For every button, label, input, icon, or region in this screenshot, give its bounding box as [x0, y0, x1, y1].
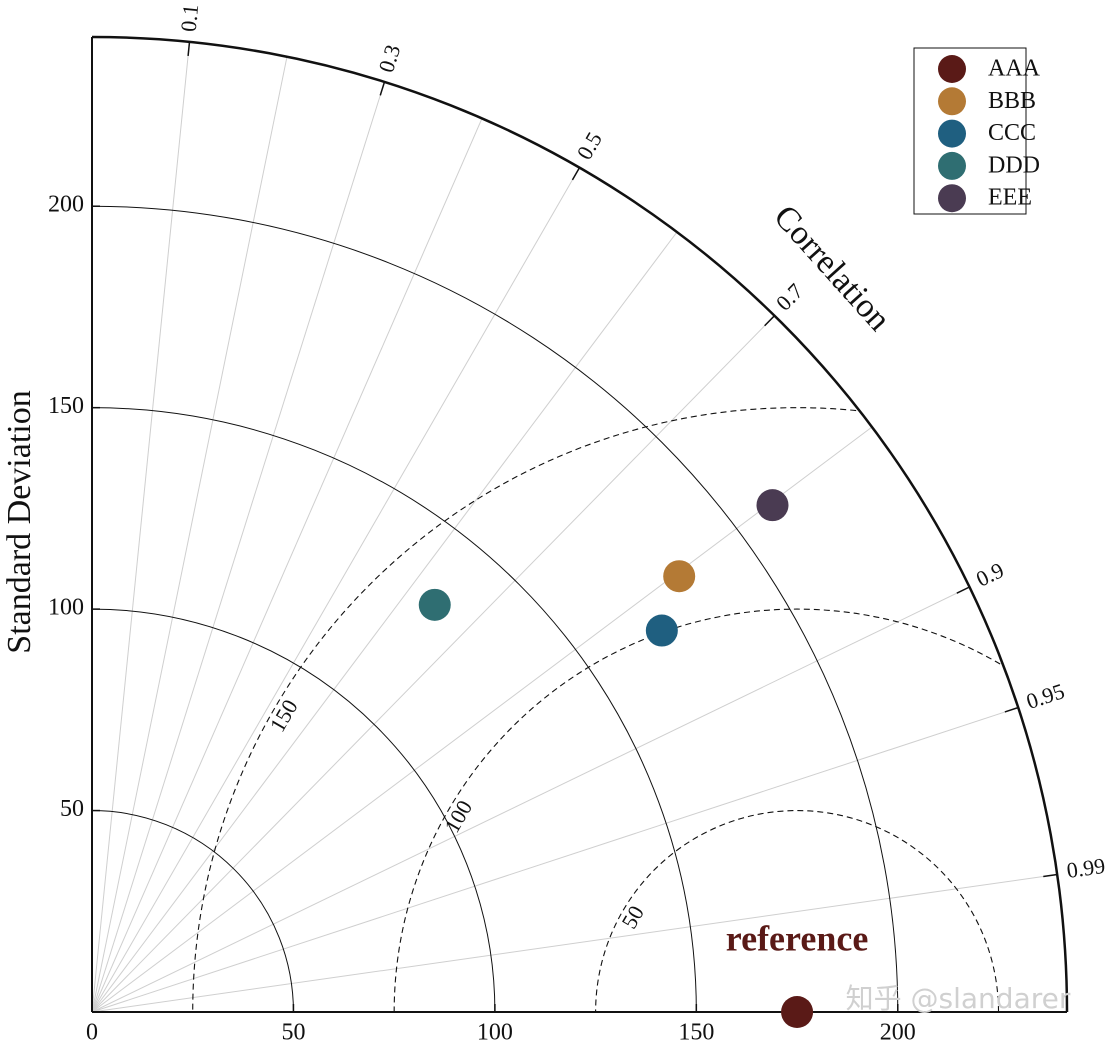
- corr-grid-line: [91, 231, 678, 1013]
- data-point: [781, 996, 814, 1028]
- legend-label: EEE: [988, 185, 1032, 211]
- legend-marker: [938, 151, 966, 180]
- corr-tick-label: 0.7: [771, 278, 808, 315]
- std-arc: [91, 407, 697, 1013]
- data-point: [645, 614, 678, 647]
- watermark: 知乎 @slandarer: [846, 982, 1071, 1015]
- std-arc: [91, 810, 294, 1013]
- corr-grid-line: [91, 56, 288, 1013]
- reference-label: reference: [726, 918, 869, 958]
- legend-label: AAA: [988, 56, 1041, 82]
- corr-tick: [1043, 873, 1058, 878]
- y-axis-label: Standard Deviation: [1, 390, 38, 653]
- corr-tick-label: 0.9: [972, 557, 1008, 591]
- x-tick-label: 50: [281, 1020, 305, 1046]
- corr-tick-label: 0.3: [373, 42, 405, 76]
- data-point: [418, 588, 451, 621]
- corr-tick: [956, 586, 970, 594]
- corr-tick-label: 0.1: [176, 3, 204, 33]
- corr-tick-label: 0.95: [1023, 678, 1067, 714]
- data-point: [756, 489, 789, 522]
- corr-grid-line: [91, 426, 873, 1013]
- rms-label: 150: [265, 695, 303, 736]
- corr-grid-line: [91, 41, 190, 1013]
- rms-arcs: [192, 407, 1067, 1012]
- legend-label: CCC: [988, 120, 1036, 146]
- rms-arc: [192, 407, 1067, 1012]
- corr-tick: [1004, 706, 1019, 713]
- std-arc: [91, 608, 496, 1013]
- y-tick-label: 150: [48, 393, 84, 419]
- corr-grid-line: [91, 118, 483, 1013]
- corr-tick: [379, 81, 386, 96]
- y-tick-label: 50: [60, 796, 84, 822]
- rms-arc: [595, 810, 1000, 1012]
- x-tick-label: 200: [880, 1020, 916, 1046]
- x-tick-label: 100: [477, 1020, 513, 1046]
- grid: [91, 41, 1058, 1013]
- corr-tick: [764, 315, 776, 327]
- data-point: [663, 560, 696, 593]
- std-arc: [91, 205, 899, 1013]
- corr-tick-label: 0.99: [1065, 853, 1107, 883]
- y-tick-label: 100: [48, 595, 84, 621]
- x-tick-label: 150: [678, 1020, 714, 1046]
- corr-axis-label: Correlation: [766, 198, 897, 338]
- rms-label: 50: [616, 901, 649, 933]
- corr-grid-line: [91, 167, 580, 1013]
- corr-tick-label: 0.5: [572, 128, 607, 164]
- x-tick-label: 0: [86, 1020, 98, 1046]
- corr-grid-line: [91, 81, 385, 1013]
- legend-marker: [938, 184, 966, 213]
- corr-grid-line: [91, 315, 775, 1013]
- outer-arc: [91, 35, 1069, 1013]
- rms-label: 100: [439, 796, 477, 837]
- legend-label: DDD: [988, 152, 1040, 178]
- legend-marker: [938, 87, 966, 116]
- legend: AAA BBB CCC DDD EEE: [913, 47, 1041, 215]
- corr-grid-line: [91, 873, 1058, 1013]
- corr-grid-line: [91, 707, 1019, 1013]
- corr-tick: [187, 41, 191, 56]
- y-tick-label: 200: [48, 192, 84, 218]
- legend-marker: [938, 119, 966, 148]
- corr-grid-line: [91, 586, 970, 1013]
- legend-marker: [938, 55, 966, 83]
- legend-box: [913, 47, 1027, 215]
- legend-label: BBB: [988, 88, 1036, 114]
- corr-tick: [571, 167, 581, 181]
